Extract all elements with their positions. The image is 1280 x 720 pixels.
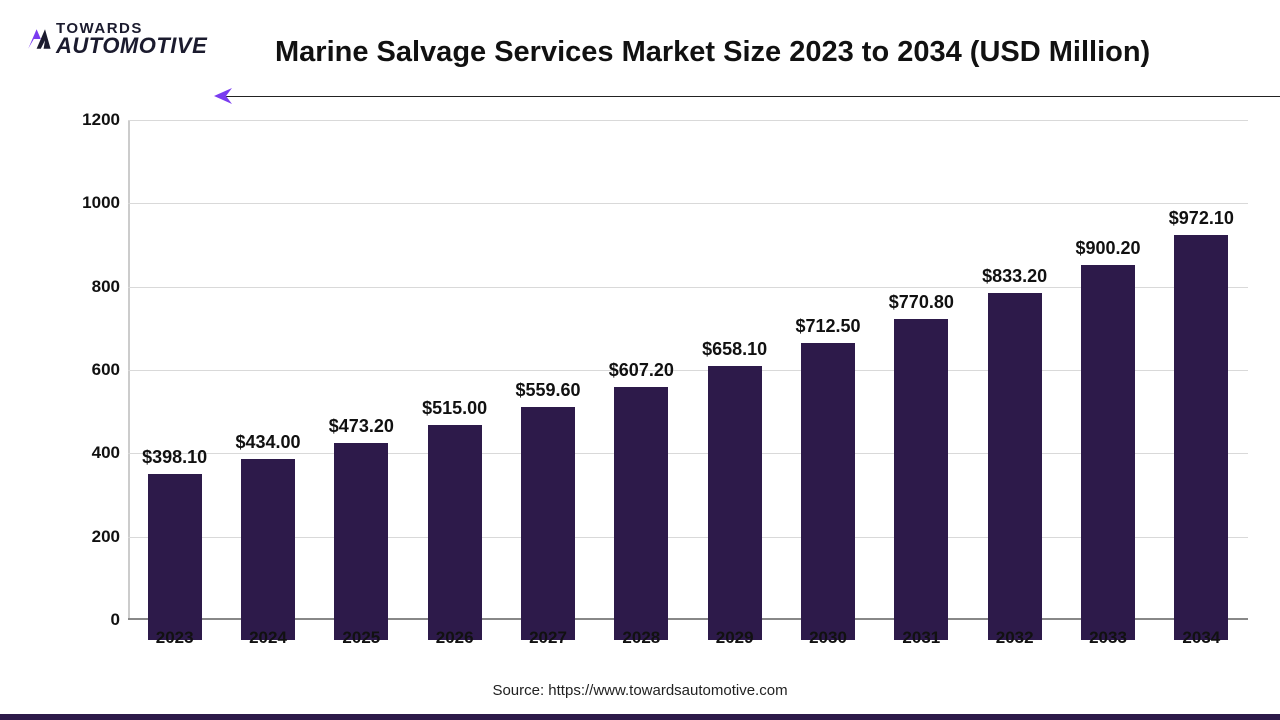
grid-line <box>128 203 1248 204</box>
x-tick-label: 2031 <box>876 628 966 648</box>
bar <box>334 443 388 640</box>
footer-bar <box>0 714 1280 720</box>
bar-group: $398.10 <box>148 140 202 640</box>
source-text: Source: https://www.towardsautomotive.co… <box>0 682 1280 699</box>
logo-mark-icon <box>24 25 52 53</box>
page-root: TOWARDS AUTOMOTIVE Marine Salvage Servic… <box>0 0 1280 720</box>
bar-value-label: $900.20 <box>1048 238 1168 259</box>
bar-group: $607.20 <box>614 140 668 640</box>
bar-value-label: $712.50 <box>768 316 888 337</box>
x-tick-label: 2027 <box>503 628 593 648</box>
bar-value-label: $607.20 <box>581 360 701 381</box>
bar <box>801 343 855 640</box>
bar-group: $712.50 <box>801 140 855 640</box>
chart-title: Marine Salvage Services Market Size 2023… <box>275 36 1150 69</box>
x-tick-label: 2034 <box>1156 628 1246 648</box>
x-tick-label: 2033 <box>1063 628 1153 648</box>
bar-group: $972.10 <box>1174 140 1228 640</box>
bar <box>894 319 948 640</box>
bar-group: $770.80 <box>894 140 948 640</box>
grid-line <box>128 287 1248 288</box>
bar-group: $658.10 <box>708 140 762 640</box>
y-tick-label: 200 <box>60 527 120 547</box>
bar-value-label: $972.10 <box>1141 208 1261 229</box>
bar-group: $900.20 <box>1081 140 1135 640</box>
bar <box>614 387 668 640</box>
x-tick-label: 2023 <box>130 628 220 648</box>
x-tick-label: 2025 <box>316 628 406 648</box>
x-tick-label: 2028 <box>596 628 686 648</box>
y-tick-label: 800 <box>60 277 120 297</box>
bar-group: $559.60 <box>521 140 575 640</box>
bar-value-label: $515.00 <box>395 398 515 419</box>
x-tick-label: 2032 <box>970 628 1060 648</box>
bar <box>1081 265 1135 640</box>
bar-group: $473.20 <box>334 140 388 640</box>
logo-line2: AUTOMOTIVE <box>56 36 207 56</box>
grid-line <box>128 537 1248 538</box>
bar-value-label: $833.20 <box>955 266 1075 287</box>
bar <box>521 407 575 640</box>
bar <box>428 425 482 640</box>
bar <box>708 366 762 640</box>
y-tick-label: 1200 <box>60 110 120 130</box>
x-tick-label: 2024 <box>223 628 313 648</box>
bar-group: $434.00 <box>241 140 295 640</box>
bar <box>1174 235 1228 640</box>
bar-chart: 020040060080010001200$398.102023$434.002… <box>56 120 1256 640</box>
grid-line <box>128 120 1248 121</box>
y-tick-label: 400 <box>60 443 120 463</box>
x-tick-label: 2026 <box>410 628 500 648</box>
brand-logo: TOWARDS AUTOMOTIVE <box>24 22 207 56</box>
y-tick-label: 600 <box>60 360 120 380</box>
x-tick-label: 2029 <box>690 628 780 648</box>
bar-value-label: $770.80 <box>861 292 981 313</box>
bar <box>148 474 202 640</box>
y-tick-label: 1000 <box>60 193 120 213</box>
arrow-left-icon <box>210 84 232 108</box>
bar-value-label: $658.10 <box>675 339 795 360</box>
x-axis-line <box>128 618 1248 620</box>
bar <box>988 293 1042 640</box>
x-tick-label: 2030 <box>783 628 873 648</box>
bar <box>241 459 295 640</box>
y-tick-label: 0 <box>60 610 120 630</box>
bar-group: $833.20 <box>988 140 1042 640</box>
grid-line <box>128 453 1248 454</box>
arrow-line <box>218 96 1280 97</box>
bar-value-label: $559.60 <box>488 380 608 401</box>
logo-text: TOWARDS AUTOMOTIVE <box>56 22 207 56</box>
bar-group: $515.00 <box>428 140 482 640</box>
